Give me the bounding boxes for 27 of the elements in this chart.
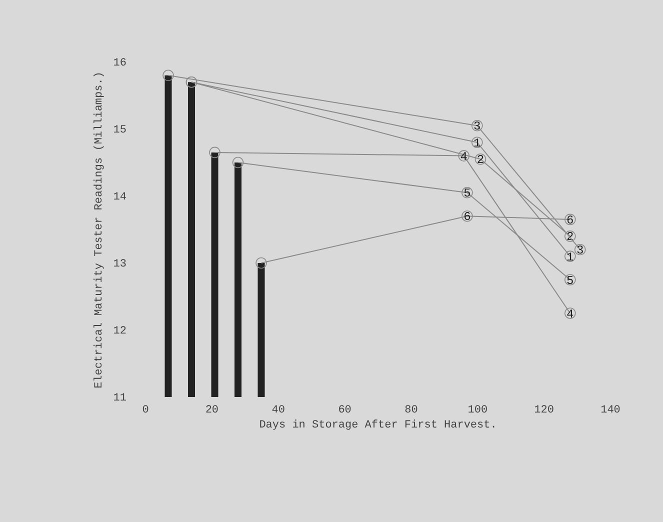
- y-tick-label: 13: [113, 258, 126, 270]
- y-axis-title: Electrical Maturity Tester Readings (Milliamps.): [93, 72, 106, 388]
- x-tick-label: 80: [404, 404, 418, 416]
- y-tick-label: 12: [113, 326, 126, 338]
- x-tick-label: 40: [272, 404, 285, 416]
- x-tick-label: 0: [142, 404, 149, 416]
- text: 1: [566, 250, 574, 264]
- series-label: 3: [474, 120, 481, 134]
- y-tick-label: 11: [113, 392, 127, 404]
- series-label: 2: [476, 153, 484, 168]
- x-tick-label: 140: [600, 404, 620, 416]
- text: 3: [576, 244, 584, 258]
- x-axis-title: Days in Storage After First Harvest.: [259, 420, 497, 432]
- series-label: 1: [474, 136, 481, 150]
- text: 4: [460, 150, 468, 164]
- text: 6: [566, 213, 574, 228]
- series-label: 6: [464, 210, 471, 224]
- x-tick-label: 120: [534, 404, 554, 416]
- x-tick-label: 20: [205, 404, 219, 416]
- y-tick-label: 16: [113, 58, 126, 70]
- x-tick-label: 100: [468, 404, 488, 416]
- series-label: 5: [464, 186, 471, 201]
- y-tick-label: 15: [113, 124, 126, 136]
- y-tick-label: 14: [113, 192, 127, 204]
- series-label: 4: [566, 307, 574, 322]
- x-tick-label: 60: [338, 404, 352, 416]
- text: 5: [566, 274, 574, 288]
